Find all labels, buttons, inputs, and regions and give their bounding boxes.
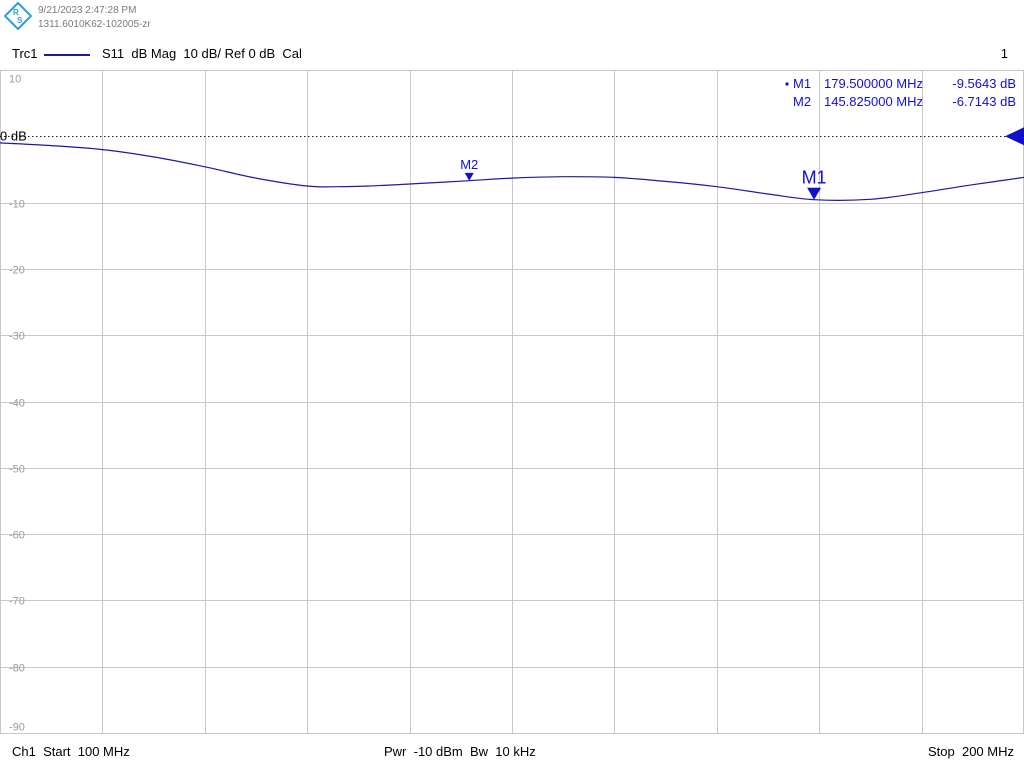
- y-tick-label: -30: [9, 331, 25, 343]
- y-tick-label: -90: [9, 722, 25, 734]
- reference-level-arrow-icon[interactable]: [1005, 127, 1024, 146]
- reference-label: 0 dB: [0, 129, 27, 144]
- marker-m2-triangle-icon[interactable]: [464, 172, 474, 181]
- y-tick-label: -80: [9, 663, 25, 675]
- marker-readout-label[interactable]: M1: [793, 76, 811, 91]
- active-marker-dot-icon: [785, 82, 789, 86]
- marker-m2-label[interactable]: M2: [460, 157, 478, 172]
- y-tick-label: -20: [9, 265, 25, 277]
- channel-number: 1: [1000, 46, 1008, 61]
- logo-letter-r: R: [13, 8, 19, 17]
- stop-frequency[interactable]: Stop 200 MHz: [928, 744, 1014, 759]
- marker-m1-label[interactable]: M1: [802, 168, 827, 188]
- trace-info-bar[interactable]: Trc1 S11 dB Mag 10 dB/ Ref 0 dB Cal 1: [0, 46, 1024, 64]
- logo-letter-s: S: [17, 16, 23, 25]
- marker-readout-value[interactable]: -9.5643 dB: [952, 76, 1016, 91]
- y-tick-label: -70: [9, 596, 25, 608]
- marker-readout-frequency[interactable]: 179.500000 MHz: [824, 76, 923, 91]
- trace-name[interactable]: Trc1: [12, 46, 38, 61]
- marker-readout-frequency[interactable]: 145.825000 MHz: [824, 94, 923, 109]
- y-tick-label: 10: [9, 74, 21, 86]
- marker-readout-value[interactable]: -6.7143 dB: [952, 94, 1016, 109]
- marker-m1-triangle-icon[interactable]: [807, 187, 822, 200]
- y-tick-label: -50: [9, 464, 25, 476]
- channel-start-frequency[interactable]: Ch1 Start 100 MHz: [12, 744, 130, 759]
- y-tick-label: -40: [9, 398, 25, 410]
- power-bandwidth[interactable]: Pwr -10 dBm Bw 10 kHz: [384, 744, 536, 759]
- instrument-serial: 1311.6010K62-102005-zr: [38, 19, 151, 30]
- rohde-schwarz-logo-icon: R S: [4, 2, 32, 30]
- y-tick-label: -10: [9, 199, 25, 211]
- date-time-stamp: 9/21/2023 2:47:28 PM: [38, 5, 137, 16]
- trace-line-swatch: [44, 54, 90, 56]
- trace-description[interactable]: S11 dB Mag 10 dB/ Ref 0 dB Cal: [102, 46, 302, 61]
- trace-s11-line[interactable]: [0, 142, 1024, 201]
- marker-readout-label[interactable]: M2: [793, 94, 811, 109]
- y-tick-label: -60: [9, 530, 25, 542]
